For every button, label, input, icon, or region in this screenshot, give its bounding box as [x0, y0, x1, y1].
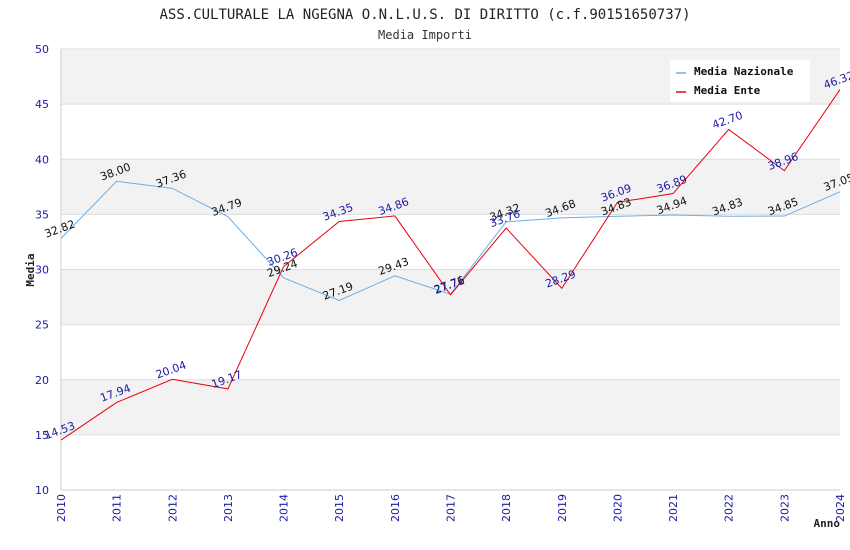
grid-band [61, 324, 840, 380]
y-tick-labels: 10 15 20 25 30 35 40 45 50 [35, 43, 49, 497]
y-tick-label: 50 [35, 43, 49, 56]
y-tick-label: 15 [35, 429, 49, 442]
y-tick-label: 30 [35, 264, 49, 277]
legend-box [670, 60, 810, 102]
y-axis-title: Media [24, 253, 37, 286]
y-tick-label: 35 [35, 208, 49, 221]
x-axis-title: Anno [814, 517, 841, 530]
x-tick-labels: 2010 2011 2012 2013 2014 2015 2016 2017 2018 2019… [55, 494, 847, 522]
y-tick-label: 10 [35, 484, 49, 497]
y-tick-label: 40 [35, 153, 49, 166]
x-tick-label: 2022 [723, 494, 736, 522]
x-tick-label: 2021 [667, 494, 680, 522]
grid-bands [61, 49, 840, 490]
grid-band [61, 269, 840, 325]
grid-band [61, 214, 840, 270]
grid-band [61, 434, 840, 490]
x-tick-label: 2011 [111, 494, 124, 522]
x-tick-label: 2023 [778, 494, 791, 522]
x-tick-label: 2016 [389, 494, 402, 522]
x-tick-label: 2012 [166, 494, 179, 522]
series-lines [60, 89, 841, 441]
x-tick-label: 2014 [278, 494, 291, 522]
legend: Media Nazionale Media Ente [670, 60, 810, 102]
x-tick-label: 2019 [556, 494, 569, 522]
y-tick-label: 20 [35, 374, 49, 387]
y-tick-label: 45 [35, 98, 49, 111]
chart-title: ASS.CULTURALE LA NGEGNA O.N.L.U.S. DI DI… [159, 7, 690, 23]
series-line-media-ente [60, 89, 841, 441]
x-tick-label: 2017 [445, 494, 458, 522]
x-tick-label: 2020 [611, 494, 624, 522]
x-tick-label: 2013 [222, 494, 235, 522]
grid-band [61, 379, 840, 435]
grid-band [61, 159, 840, 215]
x-tick-label: 2018 [500, 494, 513, 522]
legend-label-media-nazionale: Media Nazionale [694, 65, 794, 78]
grid-band [61, 104, 840, 160]
legend-label-media-ente: Media Ente [694, 84, 761, 97]
chart-subtitle: Media Importi [378, 28, 472, 42]
x-tick-label: 2015 [333, 494, 346, 522]
x-tick-label: 2024 [834, 494, 847, 522]
x-tick-label: 2010 [55, 494, 68, 522]
y-tick-label: 25 [35, 319, 49, 332]
